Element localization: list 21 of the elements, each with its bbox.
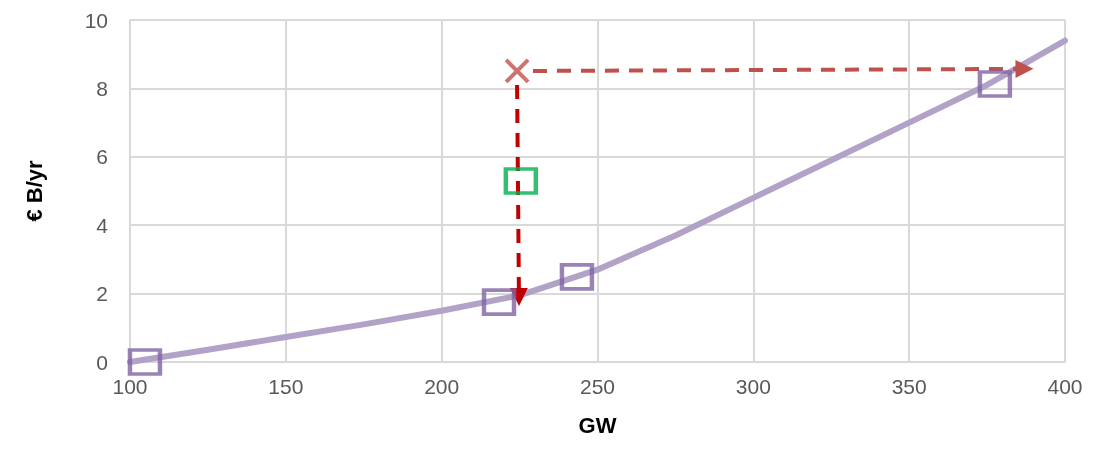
x-tick-label: 300 <box>735 375 771 398</box>
x-tick-label: 250 <box>579 375 616 398</box>
x-tick-label: 100 <box>112 375 148 398</box>
point <box>559 262 594 291</box>
x-tick-label: 150 <box>268 375 304 398</box>
x-axis-title: GW <box>578 412 617 438</box>
x-tick-label: 400 <box>1047 375 1083 398</box>
y-tick-label: 10 <box>84 8 108 32</box>
y-tick-label: 4 <box>96 213 109 237</box>
x-tick-label: 350 <box>891 375 927 398</box>
x-tick-label: 200 <box>424 375 460 398</box>
point <box>977 69 1012 98</box>
y-tick-label: 6 <box>96 145 108 169</box>
y-axis-title: € B/yr <box>21 160 47 222</box>
y-tick-label: 0 <box>96 350 108 374</box>
point <box>482 288 517 317</box>
y-tick-label: 8 <box>96 76 108 100</box>
point <box>127 348 162 376</box>
y-tick-label: 2 <box>96 282 108 306</box>
point <box>504 57 531 84</box>
point <box>503 167 538 196</box>
